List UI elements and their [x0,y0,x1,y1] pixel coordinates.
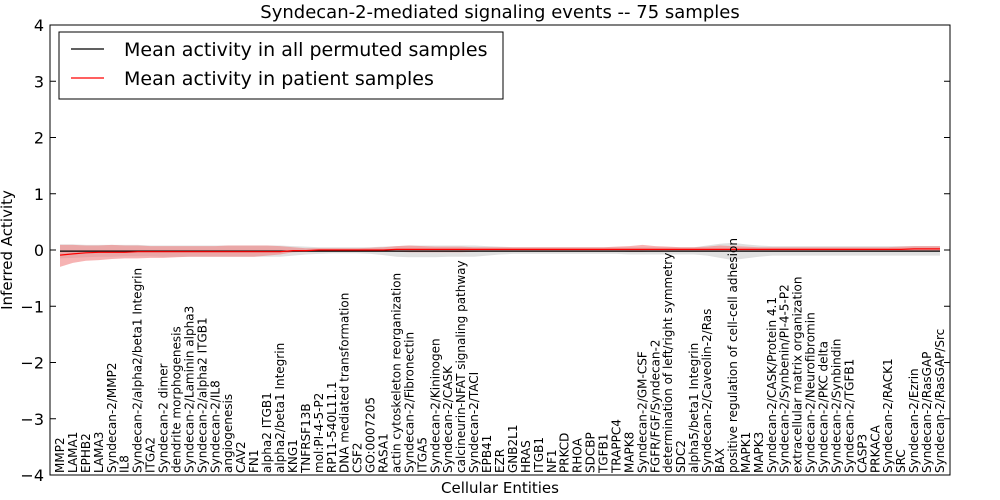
x-tick-label: NF1 [545,449,559,473]
y-tick-label: −4 [20,466,44,485]
x-tick-label: MAPK8 [622,432,636,473]
y-axis-label: Inferred Activity [0,190,16,310]
x-tick-label: MMP2 [53,437,67,473]
legend: Mean activity in all permuted samples Me… [58,31,504,100]
x-tick-label: CASP3 [855,434,869,473]
x-tick-label: HRAS [519,440,533,473]
x-tick-label: alpha2/beta1 Integrin [273,343,287,473]
plot-frame [49,24,951,476]
y-tick-label: 2 [34,129,44,148]
x-tick-label: Syndecan-2/Ezrin [907,368,921,473]
x-tick-label: Syndecan-2/Fibronectin [402,332,416,473]
y-tick-label: −1 [20,297,44,316]
x-tick-label: actin cytoskeleton reorganization [390,273,404,473]
x-tick-label: Syndecan-2/PKC delta [817,341,831,473]
x-tick-label: GO:0007205 [364,397,378,473]
y-tick-label: −2 [20,354,44,373]
x-tick-label: Syndecan-2/Kininogen [428,338,442,473]
legend-label-patient: Mean activity in patient samples [124,68,434,90]
x-tick-label: DNA mediated transformation [338,293,352,473]
x-tick-label: ITGA2 [144,437,158,473]
x-tick-label: extracellular matrix organization [791,277,805,474]
x-tick-label: LAMA3 [92,432,106,473]
x-tick-label: TNFRSF13B [299,403,313,474]
x-tick-label: Syndecan-2/TACI [467,372,481,473]
y-tick-label: 1 [34,185,44,204]
x-tick-label: Syndecan-2/alpha2 ITGB1 [195,317,209,473]
series-lines [59,248,940,256]
x-tick-label: Syndecan-2/Neurofibromin [804,312,818,473]
x-tick-label: TRAPPC4 [610,419,624,474]
x-tick-label: PRKCD [558,433,572,473]
x-tick-label: TGFB1 [597,434,611,474]
x-tick-label: Syndecan-2/RasGAP/Src [933,329,947,473]
x-tick-label: CSF2 [351,442,365,473]
x-tick-label: Syndecan-2/CASK/Protein 4.1 [765,297,779,473]
x-tick-label: EZR [493,449,507,473]
x-tick-label: RHOA [571,437,585,473]
y-tick-label: 3 [34,72,44,91]
x-tick-label: BAX [713,448,727,473]
x-tick-label: alpha5/beta1 Integrin [687,343,701,473]
x-tick-label: calcineurin-NFAT signaling pathway [454,260,468,473]
x-tick-label: Syndecan-2/RasGAP [920,352,934,473]
x-tick-label: FN1 [247,449,261,473]
x-tick-label: RP11-540L11.1 [325,382,339,473]
x-tick-label: RASA1 [377,433,391,473]
x-tick-label: Syndecan-2/IL8 [208,380,222,473]
x-tick-label: ITGB1 [532,437,546,473]
x-tick-label: ITGA5 [415,437,429,473]
x-tick-label: Syndecan-2/TGFB1 [842,359,856,473]
x-tick-label: MAPK3 [752,432,766,473]
x-tick-label: SDCBP [584,432,598,473]
x-tick-label: GNB2L1 [506,425,520,473]
x-tick-label: Syndecan-2/Laminin alpha3 [182,306,196,473]
x-tick-label: determination of left/right symmetry [661,253,675,473]
x-tick-label: positive regulation of cell-cell adhesio… [726,238,740,473]
legend-label-permuted: Mean activity in all permuted samples [124,39,487,61]
chart-title: Syndecan-2-mediated signaling events -- … [260,2,739,23]
x-tick-label: PRKACA [868,424,882,473]
x-tick-label: angiogenesis [221,394,235,473]
x-axis-label: Cellular Entities [441,479,559,497]
x-tick-label: mol:PI-4-5-P2 [312,393,326,473]
x-tick-label: dendrite morphogenesis [170,326,184,473]
x-tick-label: IL8 [118,455,132,473]
x-tick-label: Syndecan-2/CASK [441,365,455,473]
x-tick-label: KNG1 [286,439,300,473]
x-tick-label: Syndecan-2/MMP2 [105,363,119,473]
x-tick-label: SDC2 [674,440,688,473]
x-tick-label: CAV2 [234,441,248,473]
x-tick-label: Syndecan-2 dimer [157,363,171,473]
line-patient [59,248,940,256]
y-tick-label: −3 [20,410,44,429]
x-tick-label: Syndecan-2/Synbindin [830,339,844,473]
y-tick-label: 0 [34,241,44,260]
x-tick-label: EPB41 [480,435,494,473]
x-tick-label: Syndecan-2/Caveolin-2/Ras [700,309,714,473]
band-patient [60,244,940,267]
x-tick-label: Syndecan-2/alpha2/beta1 Integrin [131,268,145,473]
x-tick-label: FGFR/FGF/Syndecan-2 [648,340,662,473]
legend-box [58,31,504,100]
x-tick-label: LAMA1 [66,432,80,473]
x-tick-label: Syndecan-2/RACK1 [881,358,895,473]
x-tick-label: EPHB2 [79,433,93,473]
y-tick-label: 4 [34,16,44,35]
x-tick-label: MAPK1 [739,432,753,473]
x-tick-label: alpha2 ITGB1 [260,392,274,473]
x-tick-label: Syndecan-2/Synbenin/PI-4-5-P2 [778,284,792,473]
x-tick-label: SRC [894,449,908,473]
x-tick-label: Syndecan-2/GM-CSF [635,351,649,473]
